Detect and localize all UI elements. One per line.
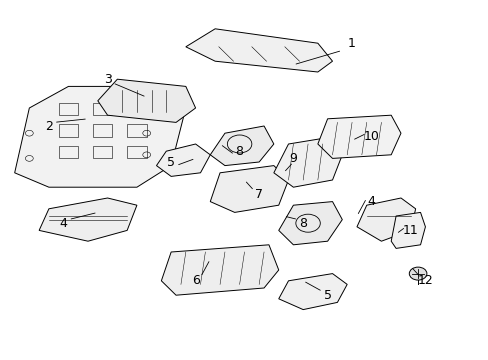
Text: 5: 5 (323, 289, 331, 302)
Bar (127, 103, 146, 115)
Bar (59, 124, 78, 137)
Text: 1: 1 (347, 37, 355, 50)
Text: 10: 10 (363, 130, 379, 143)
Text: 7: 7 (255, 188, 263, 201)
Bar (59, 146, 78, 158)
Polygon shape (317, 115, 400, 158)
Text: 2: 2 (45, 120, 53, 132)
Text: 4: 4 (367, 195, 375, 208)
Bar (93, 124, 112, 137)
Bar (93, 103, 112, 115)
Polygon shape (356, 198, 415, 241)
Text: 12: 12 (417, 274, 432, 287)
Bar (59, 103, 78, 115)
Text: 4: 4 (60, 217, 67, 230)
Polygon shape (210, 126, 273, 166)
Polygon shape (185, 29, 332, 72)
Polygon shape (98, 79, 195, 122)
Polygon shape (161, 245, 278, 295)
Text: 6: 6 (191, 274, 199, 287)
Text: 5: 5 (167, 156, 175, 168)
Polygon shape (156, 144, 210, 176)
Text: 9: 9 (289, 152, 297, 165)
Circle shape (408, 267, 426, 280)
Polygon shape (390, 212, 425, 248)
Text: 8: 8 (235, 145, 243, 158)
Bar (127, 146, 146, 158)
Polygon shape (210, 166, 288, 212)
Polygon shape (278, 202, 342, 245)
Polygon shape (39, 198, 137, 241)
Polygon shape (278, 274, 346, 310)
Bar (127, 124, 146, 137)
Text: 11: 11 (402, 224, 418, 237)
Bar (93, 146, 112, 158)
Polygon shape (15, 86, 185, 187)
Text: 3: 3 (103, 73, 111, 86)
Polygon shape (273, 137, 342, 187)
Text: 8: 8 (299, 217, 306, 230)
